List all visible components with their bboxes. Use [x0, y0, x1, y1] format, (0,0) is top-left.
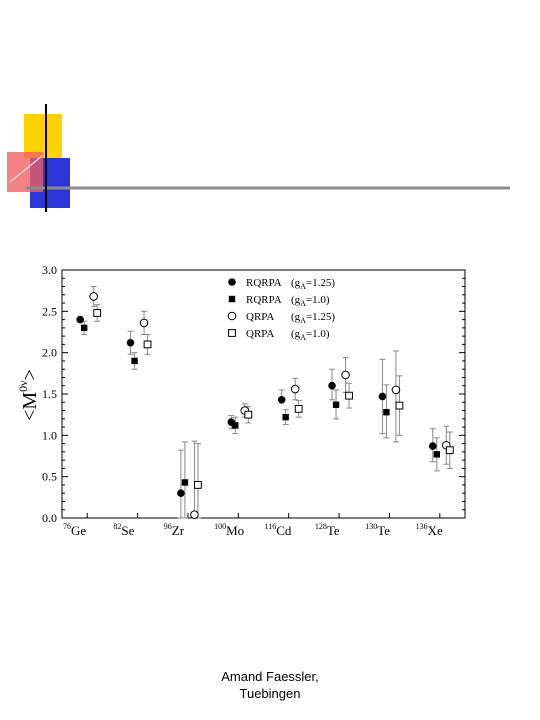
legend-ga-value: =1.25) [306, 277, 335, 289]
x-tick-element: Te [377, 523, 390, 538]
deco-diagonal-line [9, 155, 43, 183]
x-tick-label: 100Mo [214, 522, 244, 538]
data-point [126, 338, 135, 347]
data-point [290, 384, 300, 394]
legend-ga-open: (g [291, 311, 301, 323]
y-axis-label-sup: 0ν [16, 380, 30, 392]
y-axis-label-end: > [19, 369, 41, 380]
data-point [328, 381, 336, 390]
data-point [177, 489, 185, 497]
legend-marker [228, 295, 236, 303]
x-tick-element: Mo [226, 523, 244, 538]
data-point [445, 446, 454, 455]
legend-entry: QRPA (gA=1.0) [246, 328, 330, 342]
deco-yellow-square [24, 114, 62, 158]
data-point [341, 370, 350, 380]
legend-method: RQRPA [246, 277, 284, 289]
x-tick-element: Cd [276, 523, 292, 538]
y-axis-label: <M0ν> [16, 369, 41, 421]
data-point [93, 309, 102, 317]
data-point [391, 385, 401, 395]
y-tick-label: 0.0 [42, 511, 57, 525]
footer-credit: Amand Faessler, Tuebingen [0, 668, 540, 702]
y-tick-label: 2.5 [42, 304, 57, 318]
legend-ga-open: (g [291, 277, 301, 289]
x-tick-label: 96Zr [164, 522, 185, 538]
x-tick-label: 76Ge [63, 522, 86, 538]
data-point [433, 451, 440, 458]
x-tick-mass: 128 [315, 522, 327, 531]
y-tick-label: 3.0 [42, 263, 57, 277]
legend-ga-open: (g [291, 328, 301, 340]
legend-ga-open: (g [291, 294, 301, 306]
data-point [277, 395, 286, 404]
data-point [181, 479, 189, 486]
data-point [89, 292, 98, 301]
footer-author: Amand Faessler, [221, 669, 319, 684]
x-tick-label: 130Te [365, 522, 390, 538]
x-tick-element: Zr [172, 523, 185, 538]
legend-entry: RQRPA (gA=1.0) [246, 294, 330, 308]
x-tick-label: 128Te [315, 522, 340, 538]
data-point [194, 481, 202, 489]
data-point [332, 401, 340, 408]
footer-affiliation: Tuebingen [239, 686, 301, 701]
legend-method: QRPA [246, 311, 276, 323]
x-tick-mass: 116 [265, 522, 277, 531]
data-point [76, 315, 84, 324]
x-tick-label: 82Se [113, 522, 134, 538]
legend-ga-sub: A [300, 316, 306, 325]
x-tick-element: Xe [428, 523, 443, 538]
data-point [143, 340, 152, 349]
y-tick-label: 1.0 [42, 428, 57, 442]
legend-ga-value: =1.0) [306, 328, 330, 340]
legend-marker [228, 278, 236, 286]
data-point [383, 408, 390, 416]
legend-ga-value: =1.25) [306, 311, 335, 323]
y-tick-label: 1.5 [42, 387, 57, 401]
data-point [282, 413, 289, 421]
y-tick-label: 0.5 [42, 470, 57, 484]
legend-marker [227, 311, 237, 321]
x-tick-element: Ge [71, 523, 86, 538]
data-point [139, 318, 149, 328]
legend-ga-sub: A [300, 299, 306, 308]
decorative-corner-graphic [7, 104, 510, 212]
x-tick-mass: 130 [365, 522, 377, 531]
legend-ga-sub: A [300, 333, 306, 342]
x-tick-mass: 136 [416, 522, 428, 531]
legend-entry: QRPA (gA=1.25) [246, 311, 335, 325]
data-point [80, 324, 88, 332]
data-point [345, 391, 353, 400]
legend-method: RQRPA [246, 294, 284, 306]
data-point [244, 410, 253, 419]
x-tick-mass: 100 [214, 522, 226, 531]
x-tick-mass: 76 [63, 522, 71, 531]
data-point [131, 357, 138, 365]
legend-entry: RQRPA (gA=1.25) [246, 277, 335, 291]
legend-method: QRPA [246, 328, 276, 340]
legend-marker [228, 329, 236, 337]
x-tick-element: Se [121, 523, 134, 538]
x-tick-label: 136Xe [416, 522, 443, 538]
data-point [294, 404, 303, 413]
x-tick-element: Te [327, 523, 340, 538]
deco-red-square [7, 152, 43, 192]
data-point [428, 442, 437, 450]
x-tick-label: 116Cd [265, 522, 292, 538]
nuclear-matrix-element-chart: 0.00.51.01.52.02.53.0<M0ν>76Ge 82Se 96Zr 10… [16, 263, 466, 538]
data-point [232, 422, 239, 429]
plot-frame [61, 269, 466, 519]
data-point [378, 392, 387, 401]
x-tick-mass: 96 [164, 522, 172, 531]
legend-ga-value: =1.0) [306, 294, 330, 306]
y-tick-label: 2.0 [42, 346, 57, 360]
data-point [190, 510, 199, 519]
x-tick-mass: 82 [113, 522, 121, 531]
data-point [395, 401, 404, 410]
legend-ga-sub: A [300, 282, 306, 291]
y-axis-label-main: <M [19, 392, 41, 421]
